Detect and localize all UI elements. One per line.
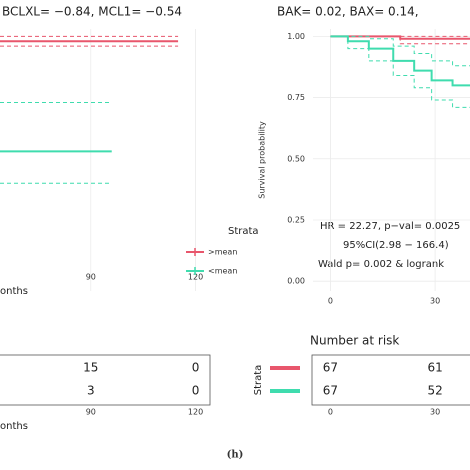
y-axis-label: Survival probability: [258, 121, 267, 199]
legend-label: >mean: [208, 248, 237, 257]
risk-count: 15: [83, 361, 98, 375]
risk-count: 52: [427, 384, 442, 398]
y-tick-label: 1.00: [287, 32, 305, 41]
survival-curve: [330, 35, 470, 40]
x-tick-label: 120: [188, 273, 203, 282]
y-tick-label: 0.75: [287, 93, 305, 102]
plot-area: [330, 35, 470, 108]
annotation: HR = 22.27, p−val= 0.0025: [320, 221, 460, 232]
risk-table-box: [0, 354, 211, 406]
risk-count: 0: [192, 384, 200, 398]
legend-title: Strata: [228, 226, 259, 237]
risk-table-xlabel: onths: [0, 421, 28, 432]
x-axis-label: onths: [0, 286, 28, 297]
risk-count: 3: [87, 384, 95, 398]
x-tick-label: 30: [430, 297, 440, 306]
x-tick-label: 30: [430, 408, 440, 417]
panel-title: BAK= 0.02, BAX= 0.14,: [277, 5, 419, 19]
x-tick-label: 0: [328, 408, 333, 417]
legend-label: <mean: [208, 267, 237, 276]
risk-count: 67: [323, 384, 338, 398]
x-tick-label: 90: [86, 273, 96, 282]
y-tick-label: 0.25: [287, 215, 305, 224]
confidence-band: [330, 35, 470, 45]
risk-table-box: [311, 354, 470, 406]
risk-count: 61: [427, 361, 442, 375]
x-tick-label: 90: [86, 408, 96, 417]
panel-title: BCLXL= −0.84, MCL1= −0.54: [2, 5, 182, 19]
caption: (h): [227, 450, 244, 461]
annotation: 95%CI(2.98 − 166.4): [343, 240, 449, 251]
y-tick-label: 0.00: [287, 277, 305, 286]
risk-table-title: Number at risk: [310, 334, 399, 348]
plot-area: [0, 35, 179, 184]
risk-count: 0: [192, 361, 200, 375]
annotation: Wald p= 0.002 & logrank: [318, 259, 444, 270]
y-tick-label: 0.50: [287, 154, 305, 163]
risk-count: 67: [323, 361, 338, 375]
risk-table-ylabel: Strata: [253, 365, 264, 396]
survival-curve: [330, 35, 470, 87]
confidence-band: [330, 35, 470, 108]
confidence-band: [330, 35, 470, 67]
x-tick-label: 0: [328, 297, 333, 306]
x-tick-label: 120: [188, 408, 203, 417]
